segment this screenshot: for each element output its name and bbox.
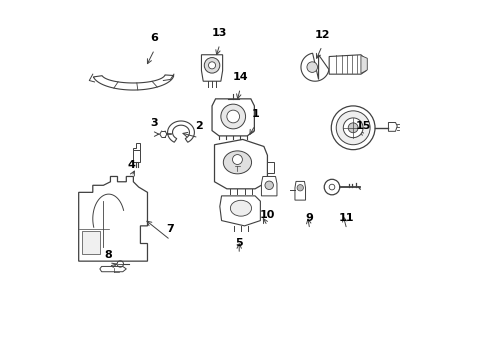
Polygon shape — [201, 55, 222, 81]
Text: 9: 9 — [305, 213, 313, 223]
Circle shape — [296, 185, 303, 191]
Polygon shape — [167, 121, 194, 142]
Polygon shape — [294, 181, 305, 200]
Text: 7: 7 — [166, 224, 174, 234]
Polygon shape — [214, 139, 267, 189]
Text: 8: 8 — [104, 250, 112, 260]
Polygon shape — [100, 266, 126, 272]
Circle shape — [343, 118, 362, 138]
Circle shape — [221, 104, 245, 129]
Text: 6: 6 — [150, 33, 158, 43]
Circle shape — [330, 106, 374, 150]
Polygon shape — [328, 55, 366, 74]
Polygon shape — [219, 196, 260, 226]
Polygon shape — [93, 75, 173, 90]
Circle shape — [306, 62, 317, 72]
Polygon shape — [133, 150, 140, 162]
Ellipse shape — [223, 151, 251, 174]
Polygon shape — [267, 162, 274, 173]
Text: 10: 10 — [259, 210, 275, 220]
Circle shape — [232, 154, 242, 165]
Circle shape — [328, 184, 334, 190]
Text: 5: 5 — [235, 238, 243, 248]
Polygon shape — [261, 176, 276, 196]
Text: 11: 11 — [338, 213, 354, 223]
Circle shape — [204, 58, 219, 73]
Text: 12: 12 — [314, 30, 329, 40]
Circle shape — [347, 123, 357, 133]
Circle shape — [208, 62, 215, 69]
Polygon shape — [387, 122, 396, 131]
Text: 1: 1 — [251, 109, 259, 119]
Text: 14: 14 — [232, 72, 247, 82]
Circle shape — [226, 110, 239, 123]
Text: 15: 15 — [355, 121, 371, 131]
Text: 3: 3 — [150, 118, 158, 128]
Polygon shape — [360, 55, 366, 73]
Ellipse shape — [230, 200, 251, 216]
Polygon shape — [82, 231, 100, 254]
Text: 2: 2 — [194, 121, 202, 131]
Text: 4: 4 — [127, 160, 135, 170]
Polygon shape — [212, 99, 254, 136]
Polygon shape — [133, 143, 140, 150]
Polygon shape — [79, 176, 147, 261]
Circle shape — [336, 111, 369, 145]
Polygon shape — [300, 53, 328, 81]
Text: 13: 13 — [212, 28, 227, 38]
Circle shape — [264, 181, 273, 189]
